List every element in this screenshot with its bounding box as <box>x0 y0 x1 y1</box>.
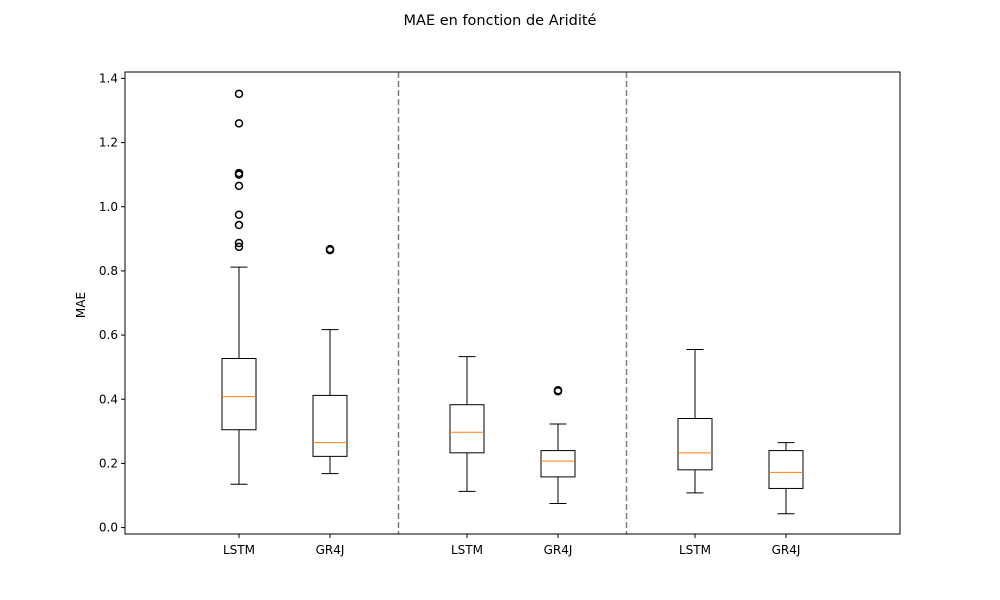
outlier-point <box>325 244 335 254</box>
outlier-point <box>234 242 244 252</box>
y-tick-label: 1.0 <box>99 200 118 214</box>
outlier-point <box>234 168 244 178</box>
y-tick-label: 0.8 <box>99 264 118 278</box>
outlier-point <box>234 238 244 248</box>
y-tick-label: 0.4 <box>99 392 118 406</box>
outlier-point <box>234 220 244 230</box>
box-iqr <box>677 418 713 471</box>
x-tick-label: GR4J <box>316 543 345 557</box>
outlier-point <box>234 89 244 99</box>
x-tick-label: LSTM <box>679 543 711 557</box>
x-tick-label: GR4J <box>544 543 573 557</box>
y-tick-label: 1.2 <box>99 136 118 150</box>
outlier-point <box>553 386 563 395</box>
box-iqr <box>540 450 576 478</box>
outlier-point <box>234 119 244 128</box>
x-tick-label: GR4J <box>772 543 801 557</box>
box-iqr <box>449 404 485 454</box>
x-tick-label: LSTM <box>223 543 255 557</box>
y-tick-label: 0.2 <box>99 456 118 470</box>
plot-area: 0.0 0.2 0.4 0.6 0.8 1.0 1.2 1.4 LSTM GR4J LSTM GR4J… <box>99 71 804 557</box>
y-tick-label: 0.0 <box>99 521 118 535</box>
y-axis-label: MAE <box>74 292 88 318</box>
y-tick-label: 0.6 <box>99 328 118 342</box>
x-tick-label: LSTM <box>451 543 483 557</box>
plot-frame <box>124 71 901 535</box>
outlier-point <box>234 210 244 220</box>
y-tick-label: 1.4 <box>99 71 118 85</box>
box-iqr <box>312 394 348 457</box>
box-iqr <box>768 450 804 489</box>
box-iqr <box>221 358 257 431</box>
chart-title: MAE en fonction de Aridité <box>404 13 597 29</box>
outlier-point <box>234 181 244 191</box>
